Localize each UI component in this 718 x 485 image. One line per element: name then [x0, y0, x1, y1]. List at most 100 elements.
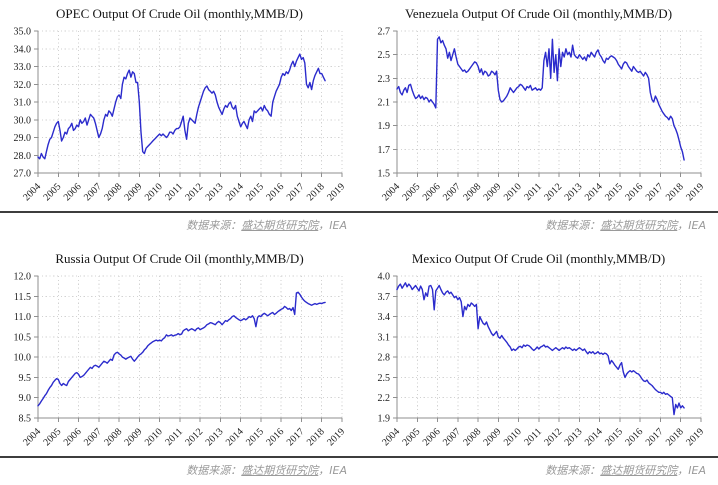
- series-line: [37, 53, 326, 160]
- x-tick-label: 2017: [285, 426, 307, 448]
- y-tick-label: 11.5: [14, 292, 31, 303]
- x-tick-label: 2014: [583, 426, 605, 448]
- y-tick-label: 3.1: [378, 332, 391, 343]
- x-tick-label: 2016: [623, 426, 645, 448]
- y-tick-label: 2.1: [378, 98, 391, 109]
- x-tick-label: 2012: [183, 426, 205, 448]
- source-link[interactable]: 盛达期货研究院: [600, 219, 678, 232]
- x-tick-label: 2015: [603, 426, 625, 448]
- series-line: [37, 291, 326, 407]
- x-tick-label: 2009: [123, 426, 145, 448]
- y-tick-label: 10.0: [14, 353, 32, 364]
- y-tick-label: 29.0: [14, 133, 32, 144]
- x-tick-label: 2010: [502, 426, 524, 448]
- x-tick-label: 2007: [82, 426, 104, 448]
- chart-title-russia: Russia Output Of Crude Oil (monthly,MMB/…: [55, 251, 304, 266]
- source-note-venezuela: 数据来源：盛达期货研究院，IEA: [359, 213, 718, 237]
- y-tick-label: 31.0: [14, 98, 32, 109]
- x-tick-label: 2008: [461, 181, 483, 203]
- x-tick-label: 2006: [62, 426, 84, 448]
- x-tick-label: 2013: [563, 426, 585, 448]
- y-tick-label: 1.9: [378, 121, 391, 132]
- x-tick-label: 2010: [502, 181, 524, 203]
- source-suffix: ，IEA: [318, 464, 347, 477]
- x-tick-label: 2005: [401, 426, 423, 448]
- y-tick-label: 2.8: [378, 353, 391, 364]
- source-link[interactable]: 盛达期货研究院: [241, 219, 319, 232]
- chart-venezuela: Venezuela Output Of Crude Oil (monthly,M…: [359, 0, 718, 211]
- charts-row-top: OPEC Output Of Crude Oil (monthly,MMB/D)…: [0, 0, 718, 211]
- x-tick-label: 2014: [583, 181, 605, 203]
- charts-row-bottom: Russia Output Of Crude Oil (monthly,MMB/…: [0, 245, 718, 456]
- x-tick-label: 2019: [325, 181, 347, 203]
- x-tick-label: 2019: [684, 426, 706, 448]
- y-tick-label: 9.0: [19, 393, 32, 404]
- x-tick-label: 2009: [482, 426, 504, 448]
- y-tick-label: 1.9: [378, 414, 391, 425]
- source-note-mexico: 数据来源：盛达期货研究院，IEA: [359, 458, 718, 482]
- source-link[interactable]: 盛达期货研究院: [600, 464, 678, 477]
- y-tick-label: 1.5: [378, 169, 391, 180]
- chart-mexico: Mexico Output Of Crude Oil (monthly,MMB/…: [359, 245, 718, 456]
- y-tick-label: 2.5: [378, 373, 391, 384]
- x-tick-label: 2017: [644, 426, 666, 448]
- x-tick-label: 2017: [285, 181, 307, 203]
- x-tick-label: 2012: [542, 181, 564, 203]
- x-tick-label: 2016: [264, 181, 286, 203]
- x-tick-label: 2006: [421, 426, 443, 448]
- source-suffix: ，IEA: [318, 219, 347, 232]
- x-tick-label: 2013: [204, 426, 226, 448]
- x-tick-label: 2011: [522, 426, 544, 448]
- x-tick-label: 2018: [305, 426, 327, 448]
- x-tick-label: 2010: [143, 181, 165, 203]
- y-tick-label: 11.0: [14, 312, 31, 323]
- separator-line-top: [0, 211, 718, 213]
- x-tick-label: 2009: [482, 181, 504, 203]
- x-tick-label: 2018: [664, 181, 686, 203]
- x-tick-label: 2011: [163, 181, 185, 203]
- y-tick-label: 35.0: [14, 27, 32, 38]
- source-prefix: 数据来源：: [186, 464, 242, 477]
- source-suffix: ，IEA: [677, 464, 706, 477]
- x-tick-label: 2005: [42, 426, 64, 448]
- y-tick-label: 34.0: [14, 44, 32, 55]
- source-prefix: 数据来源：: [545, 464, 601, 477]
- chart-plot-russia: 8.5 9.0 9.5 10.0 10.5 11.0 11.5 12.0 2004 2005 200…: [0, 268, 359, 456]
- x-tick-label: 2012: [542, 426, 564, 448]
- y-tick-label: 2.5: [378, 50, 391, 61]
- y-tick-label: 12.0: [14, 272, 32, 283]
- series-line: [396, 282, 685, 416]
- y-tick-label: 30.0: [14, 115, 32, 126]
- chart-title-opec: OPEC Output Of Crude Oil (monthly,MMB/D): [56, 6, 303, 21]
- separator-line-bottom: [0, 456, 718, 458]
- y-tick-label: 4.0: [378, 272, 391, 283]
- x-tick-label: 2005: [401, 181, 423, 203]
- x-tick-label: 2015: [603, 181, 625, 203]
- x-tick-label: 2014: [224, 181, 246, 203]
- chart-plot-opec: 27.0 28.0 29.0 30.0 31.0 32.0 33.0 34.0 35.0 2004…: [0, 23, 359, 211]
- chart-russia: Russia Output Of Crude Oil (monthly,MMB/…: [0, 245, 359, 456]
- x-tick-label: 2006: [62, 181, 84, 203]
- x-tick-label: 2008: [102, 181, 124, 203]
- y-tick-label: 27.0: [14, 169, 32, 180]
- x-tick-label: 2013: [204, 181, 226, 203]
- series-line: [396, 36, 685, 161]
- x-tick-label: 2011: [522, 181, 544, 203]
- y-tick-label: 28.0: [14, 151, 32, 162]
- x-tick-label: 2008: [461, 426, 483, 448]
- chart-plot-venezuela: 1.5 1.7 1.9 2.1 2.3 2.5 2.7 2004 2005 2006 2007 200…: [359, 23, 718, 211]
- x-tick-label: 2007: [441, 426, 463, 448]
- chart-canvas: 1.9 2.2 2.5 2.8 3.1 3.4 3.7 4.0 2004200520062007…: [378, 272, 707, 449]
- x-tick-label: 2017: [644, 181, 666, 203]
- x-tick-label: 2015: [244, 181, 266, 203]
- source-link[interactable]: 盛达期货研究院: [241, 464, 319, 477]
- chart-canvas: 8.59.09.510.010.511.011.512.020042005200…: [14, 272, 348, 449]
- x-tick-label: 2018: [664, 426, 686, 448]
- x-tick-label: 2004: [380, 181, 402, 203]
- source-note-opec: 数据来源：盛达期货研究院，IEA: [0, 213, 359, 237]
- chart-canvas: 1.51.71.92.12.32.52.72004200520062007200…: [378, 27, 707, 204]
- chart-title-mexico: Mexico Output Of Crude Oil (monthly,MMB/…: [411, 251, 666, 266]
- y-tick-label: 9.5: [19, 373, 32, 384]
- chart-title-venezuela: Venezuela Output Of Crude Oil (monthly,M…: [404, 6, 673, 21]
